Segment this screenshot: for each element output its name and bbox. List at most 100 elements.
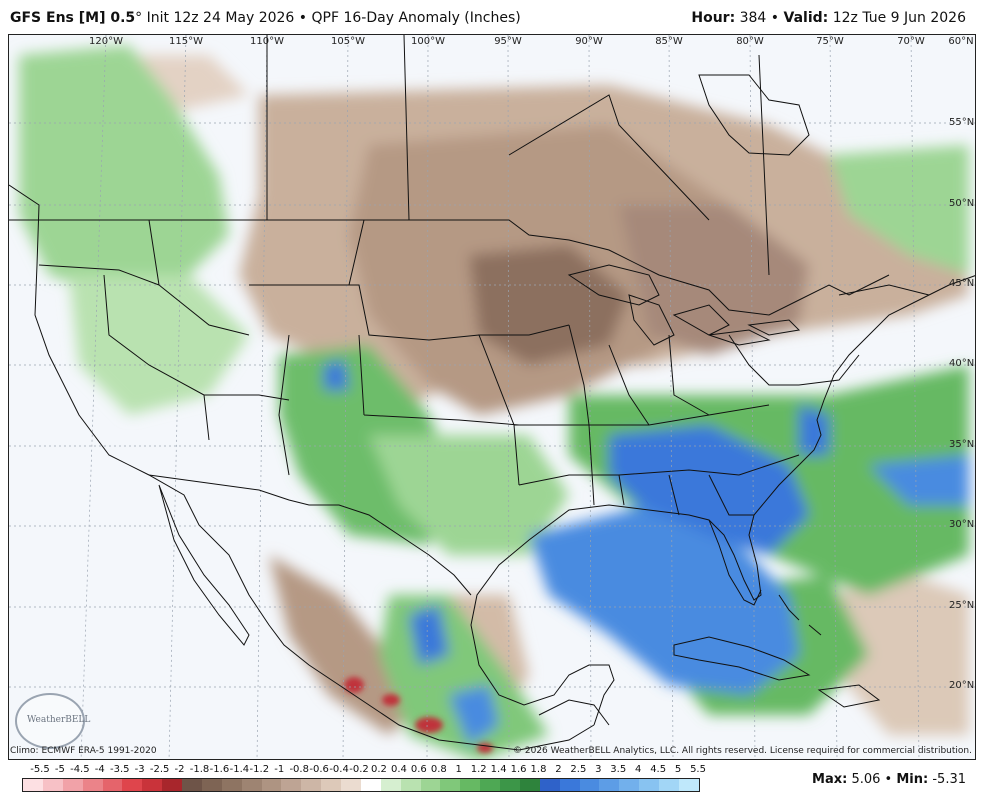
very-wet-gulf: [529, 505, 799, 695]
dry-area-atlantic: [829, 575, 969, 735]
colorbar-swatch: [301, 779, 322, 791]
colorbar-swatch: [321, 779, 341, 791]
colorbar-swatch: [102, 779, 123, 791]
lon-label-80w: 80°W: [736, 36, 764, 47]
colorbar-swatch: [380, 779, 401, 791]
hispaniola: [817, 684, 881, 708]
lon-label-100w: 100°W: [411, 36, 445, 47]
colorbar-swatch: [142, 779, 163, 791]
colorbar-tick-label: 1.8: [530, 764, 547, 775]
colorbar-swatch: [639, 779, 659, 791]
mexico-guatemala-border: [538, 699, 610, 726]
extreme-dry-cell-3: [415, 717, 443, 733]
lat-label-25n: 25°N: [949, 600, 975, 611]
colorbar-tick-label: -1.4: [229, 764, 250, 775]
wet-area-great-basin: [69, 275, 249, 415]
colorbar-tick-label: 1.6: [510, 764, 527, 775]
great-lakes: [567, 264, 801, 346]
political-boundaries: [9, 35, 975, 751]
colorbar-swatch: [460, 779, 481, 791]
colorbar-tick-label: 5.5: [690, 764, 706, 775]
init-time: Init 12z 24 May 2026: [142, 10, 295, 26]
colorbar-swatch: [62, 779, 83, 791]
lon-label-110w: 110°W: [250, 36, 284, 47]
colorbar-swatch: [42, 779, 63, 791]
colorbar-tick-label: -5.5: [30, 764, 50, 775]
max-label: Max:: [812, 772, 848, 787]
colorbar-swatch: [539, 779, 560, 791]
very-wet-southeast: [609, 425, 809, 555]
colorbar-tick-label: 0.2: [371, 764, 387, 775]
colorbar-swatch: [420, 779, 441, 791]
lon-label-95w: 95°W: [494, 36, 522, 47]
max-min-readout: Max: 5.06 • Min: -5.31: [812, 772, 966, 787]
min-label: Min:: [896, 772, 929, 787]
lat-label-40n: 40°N: [949, 358, 975, 369]
colorbar-tick-label: 4.5: [650, 764, 667, 775]
lat-label-20n: 20°N: [949, 680, 975, 691]
colorbar-tick-label: 1.2: [470, 764, 487, 775]
dry-area-northeast: [619, 205, 809, 355]
max-value: 5.06: [847, 772, 881, 787]
colorbar-tick-label: -1.2: [249, 764, 270, 775]
wet-area-northwest: [19, 45, 229, 295]
min-value: -5.31: [928, 772, 966, 787]
colorbar-swatch: [122, 779, 143, 791]
colorbar-swatch: [182, 779, 202, 791]
colorbar-swatch: [23, 779, 43, 791]
extreme-dry-cell-4: [477, 743, 493, 753]
colorbar-swatch: [599, 779, 620, 791]
colorbar-tick-label: -1.6: [209, 764, 230, 775]
colorbar: [22, 778, 700, 792]
baja-peninsula: [158, 484, 250, 646]
very-wet-yucatan-south: [449, 685, 499, 745]
hudson-bay-coast: [698, 74, 810, 156]
colorbar-tick-label: -4: [94, 764, 105, 775]
extreme-dry-cell-1: [344, 677, 364, 693]
lat-label-60n: 60°N: [948, 36, 974, 47]
colorbar-tick-label: 1: [455, 764, 462, 775]
colorbar-swatch: [559, 779, 580, 791]
lon-label-90w: 90°W: [575, 36, 603, 47]
state-lines: [38, 35, 930, 516]
wet-area-atlantic-north: [829, 145, 969, 275]
lat-label-50n: 50°N: [949, 198, 975, 209]
product-name: QPF 16-Day Anomaly (Inches): [311, 10, 521, 26]
colorbar-swatch: [360, 779, 381, 791]
lat-label-35n: 35°N: [949, 439, 975, 450]
colorbar-tick-label: 3: [595, 764, 602, 775]
graticule: [9, 35, 975, 759]
colorbar-swatch: [500, 779, 520, 791]
logo-text: WeatherBELL: [27, 715, 91, 725]
colorbar-tick-label: 0.6: [410, 764, 427, 775]
colorbar-tick-label: -4.5: [70, 764, 90, 775]
colorbar-tick-label: -1.8: [189, 764, 210, 775]
anomaly-field: [19, 45, 969, 759]
lat-label-45n: 45°N: [949, 278, 975, 289]
wet-area-southern-plains: [369, 435, 569, 555]
max-min-separator: •: [880, 772, 897, 787]
colorbar-swatch: [659, 779, 679, 791]
colorbar-tick-label: 4: [635, 764, 642, 775]
cuba: [673, 636, 811, 681]
very-wet-colorado: [324, 360, 349, 390]
lon-label-105w: 105°W: [331, 36, 365, 47]
very-wet-atlantic: [869, 455, 969, 505]
hour-value: 384: [735, 10, 767, 26]
gulf-coast: [470, 275, 975, 726]
copyright-notice: © 2026 WeatherBELL Analytics, LLC. All r…: [513, 746, 972, 756]
colorbar-swatch: [241, 779, 262, 791]
west-coastline: [9, 184, 595, 751]
very-wet-mexico: [409, 605, 449, 665]
bahamas: [778, 594, 822, 636]
title-separator: •: [294, 10, 312, 26]
lon-label-85w: 85°W: [655, 36, 683, 47]
colorbar-swatch: [678, 779, 699, 791]
colorbar-tick-label: 2.5: [570, 764, 587, 775]
anomaly-map[interactable]: 120°W 115°W 110°W 105°W 100°W 95°W 90°W …: [8, 34, 976, 760]
lat-label-30n: 30°N: [949, 519, 975, 530]
lat-label-55n: 55°N: [949, 117, 975, 128]
colorbar-tick-label: -0.2: [349, 764, 369, 775]
colorbar-swatch: [201, 779, 222, 791]
us-mexico-border: [148, 474, 472, 596]
